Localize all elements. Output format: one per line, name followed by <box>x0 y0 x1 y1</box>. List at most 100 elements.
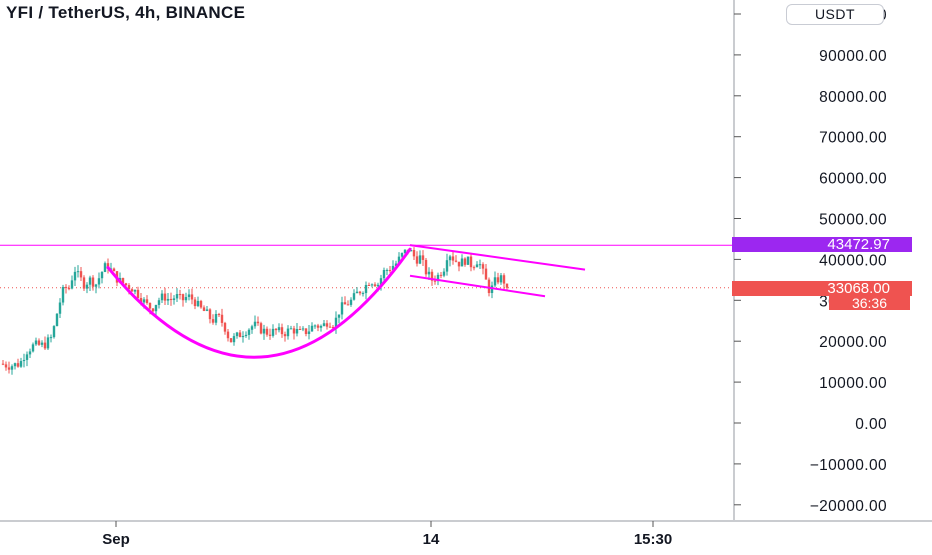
candle-body <box>442 271 446 276</box>
candle-body <box>76 271 80 273</box>
candle-body <box>205 309 209 311</box>
candle-body <box>499 275 503 283</box>
currency-button[interactable]: USDT <box>786 4 884 25</box>
candle-body <box>448 256 452 261</box>
candle-body <box>439 274 443 276</box>
candle-body <box>298 328 302 330</box>
candle-body <box>415 256 419 264</box>
candle-body <box>16 363 20 367</box>
candle-body <box>259 323 263 334</box>
candle-body <box>226 331 230 339</box>
candle-body <box>229 338 233 343</box>
candle-body <box>100 271 104 279</box>
candle-body <box>334 317 338 329</box>
candle-body <box>286 328 290 337</box>
candle-body <box>49 337 53 339</box>
candle-body <box>253 321 257 327</box>
candle-body <box>67 288 71 290</box>
time-tick-label: 15:30 <box>634 531 672 548</box>
candle-body <box>349 299 353 305</box>
candle-body <box>247 329 251 335</box>
candle-body <box>292 328 296 334</box>
candle-body <box>301 328 305 330</box>
candle-body <box>175 294 179 299</box>
candle-body <box>388 269 392 271</box>
candle-body <box>352 293 356 300</box>
candle-body <box>337 314 341 318</box>
candle-body <box>13 363 17 367</box>
candle-body <box>403 249 407 254</box>
candle-body <box>169 298 173 301</box>
symbol-title: YFI / TetherUS, 4h, BINANCE <box>6 3 246 22</box>
candle-body <box>202 307 206 311</box>
candle-body <box>121 277 125 284</box>
candle-body <box>166 298 170 301</box>
candle-body <box>106 263 110 269</box>
candle-body <box>331 326 335 329</box>
candle-body <box>472 267 476 269</box>
candle-body <box>469 256 473 268</box>
candle-body <box>340 302 344 315</box>
candle-body <box>382 269 386 279</box>
candle-body <box>130 289 134 292</box>
price-tick-label: 10000.00 <box>819 375 887 392</box>
candle-body <box>496 277 500 283</box>
candle-body <box>391 265 395 270</box>
candle-body <box>58 302 62 314</box>
candle-body <box>505 283 509 288</box>
candle-body <box>322 323 326 326</box>
candle-body <box>475 264 479 268</box>
candle-body <box>430 271 434 281</box>
candle-body <box>274 328 278 331</box>
candle-body <box>295 328 299 334</box>
candle-body <box>244 334 248 336</box>
candle-body <box>346 304 350 306</box>
candle-body <box>451 256 455 261</box>
candle-body <box>478 264 482 266</box>
candle-body <box>94 284 98 287</box>
candle-body <box>463 258 467 265</box>
candle-body <box>409 250 413 252</box>
candle-body <box>46 337 50 349</box>
candle-body <box>199 300 203 308</box>
price-tick-label: 20000.00 <box>819 334 887 351</box>
bar-countdown-tag: 36:36 <box>829 296 910 310</box>
candle-body <box>271 328 275 336</box>
candle-body <box>481 264 485 269</box>
candle-body <box>151 308 155 312</box>
candle-body <box>139 298 143 303</box>
candle-body <box>70 280 74 289</box>
candle-body <box>235 332 239 337</box>
candle-body <box>196 300 200 307</box>
candle-body <box>427 271 431 275</box>
time-tick-label: Sep <box>102 531 130 548</box>
candle-body <box>97 278 101 285</box>
candle-body <box>355 291 359 294</box>
candle-body <box>316 325 320 328</box>
candle-body <box>193 299 197 307</box>
candle-body <box>304 328 308 335</box>
candle-body <box>172 298 176 301</box>
candle-body <box>37 340 41 345</box>
candle-body <box>328 326 332 328</box>
candle-body <box>256 321 260 324</box>
candle-body <box>184 297 188 301</box>
candle-body <box>319 325 323 328</box>
candle-body <box>79 271 83 278</box>
price-tick-label: 40000.00 <box>819 252 887 269</box>
candle-body <box>208 309 212 320</box>
candle-body <box>85 284 89 289</box>
candle-body <box>136 289 140 299</box>
candle-body <box>289 328 293 330</box>
candle-body <box>217 314 221 316</box>
candle-body <box>145 299 149 303</box>
price-tick-label: 50000.00 <box>819 212 887 229</box>
candle-body <box>418 255 422 264</box>
candle-body <box>232 336 236 343</box>
candle-body <box>154 304 158 312</box>
candle-body <box>397 256 401 264</box>
candle-body <box>379 278 383 285</box>
candle-body <box>163 293 167 301</box>
